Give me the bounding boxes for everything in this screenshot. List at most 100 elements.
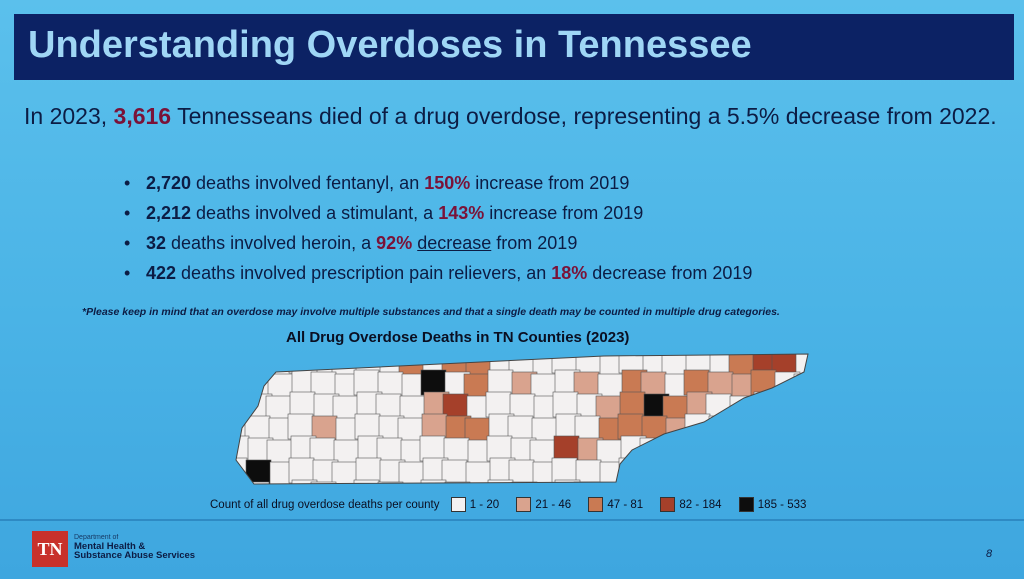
- stat-number: 422: [146, 263, 177, 283]
- county-cell: [353, 479, 380, 484]
- stat-percent: 143%: [438, 203, 485, 223]
- county-cell: [355, 457, 382, 484]
- stat-heroin: • 32 deaths involved heroin, a 92% decrea…: [124, 228, 752, 258]
- county-cell: [464, 417, 491, 444]
- lead-text-start: In 2023,: [24, 103, 114, 129]
- dept-line-2: Mental Health &: [74, 541, 146, 552]
- stat-text-end: increase from 2019: [484, 203, 644, 223]
- county-cell: [618, 457, 645, 484]
- county-cell: [708, 415, 735, 442]
- county-cell: [487, 479, 514, 484]
- county-cell: [236, 391, 249, 418]
- legend-label: Count of all drug overdose deaths per co…: [210, 498, 440, 511]
- county-cell: [553, 435, 580, 462]
- county-cell: [642, 459, 669, 484]
- legend-range: 47 - 81: [607, 498, 644, 511]
- county-cell: [552, 391, 579, 418]
- county-cell: [245, 459, 272, 484]
- stat-stimulant: • 2,212 deaths involved a stimulant, a 14…: [124, 198, 752, 228]
- county-cell: [618, 354, 645, 374]
- county-cell: [334, 483, 361, 484]
- county-cell: [401, 483, 428, 484]
- stat-text-end: decrease from 2019: [587, 263, 753, 283]
- county-cell: [728, 461, 755, 484]
- stat-percent: 150%: [424, 173, 471, 193]
- lead-total-deaths: 3,616: [113, 103, 172, 129]
- dept-line-1: Department of: [74, 534, 119, 541]
- county-cell: [771, 459, 798, 484]
- county-cell: [420, 479, 447, 484]
- county-cell: [640, 481, 667, 484]
- stat-text-end: increase from 2019: [470, 173, 630, 193]
- legend-swatch: [516, 497, 532, 512]
- page-number: 8: [986, 548, 993, 560]
- county-cell: [243, 481, 270, 484]
- county-cell: [685, 457, 712, 484]
- stat-text: deaths involved prescription pain reliev…: [176, 263, 552, 283]
- stat-number: 2,720: [146, 173, 192, 193]
- county-cell: [621, 479, 648, 484]
- county-cell: [291, 479, 318, 484]
- stat-number: 32: [146, 233, 167, 253]
- bullet-dot: •: [124, 263, 131, 283]
- legend-range: 185 - 533: [757, 498, 807, 511]
- county-cell: [288, 457, 315, 484]
- county-cell: [288, 354, 315, 374]
- county-cell: [486, 435, 513, 462]
- county-cell: [639, 437, 666, 464]
- county-cell: [685, 354, 712, 374]
- county-cell: [731, 483, 758, 484]
- county-cell: [773, 437, 800, 464]
- county-cell: [355, 354, 382, 374]
- county-cell: [749, 435, 776, 462]
- legend-swatch: [588, 497, 604, 512]
- county-cell: [597, 483, 624, 484]
- county-cell: [554, 479, 581, 484]
- stat-number: 2,212: [146, 203, 192, 223]
- county-cell: [707, 481, 734, 484]
- county-cell: [375, 393, 402, 420]
- county-cell: [551, 457, 578, 484]
- county-cell: [551, 354, 578, 374]
- tn-logo: TN: [32, 531, 68, 567]
- legend-swatch: [450, 497, 466, 512]
- county-cell: [793, 483, 808, 484]
- county-cell: [775, 415, 802, 442]
- map-title: All Drug Overdose Deaths in TN Counties …: [286, 329, 630, 346]
- county-cell: [485, 391, 512, 418]
- county-cell: [772, 393, 799, 420]
- county-cell: [709, 459, 736, 484]
- map-legend: Count of all drug overdose deaths per co…: [210, 497, 812, 515]
- department-name: Department of Mental Health & Substance …: [74, 533, 195, 560]
- county-cell: [419, 435, 446, 462]
- stat-fentanyl: • 2,720 deaths involved fentanyl, an 150%…: [124, 168, 752, 198]
- county-cell: [753, 391, 780, 418]
- county-cell: [730, 439, 757, 466]
- county-cell: [729, 395, 756, 422]
- county-cell: [664, 483, 691, 484]
- county-cell: [236, 369, 251, 396]
- legend-range: 82 - 184: [679, 498, 722, 511]
- legend-range: 21 - 46: [535, 498, 572, 511]
- legend-range: 1 - 20: [469, 498, 500, 511]
- county-cell: [487, 369, 514, 396]
- bullet-dot: •: [124, 173, 131, 193]
- lead-text-end: Tennesseans died of a drug overdose, rep…: [171, 103, 997, 129]
- dept-line-3: Substance Abuse Services: [74, 550, 196, 561]
- county-cell: [310, 481, 337, 484]
- county-cell: [420, 369, 447, 396]
- county-cell: [795, 461, 808, 484]
- county-cell: [530, 483, 557, 484]
- county-cell: [377, 481, 404, 484]
- tennessee-county-map: [235, 353, 809, 485]
- legend-swatch: [738, 497, 754, 512]
- county-cell: [236, 354, 248, 374]
- footer-divider: [0, 519, 1024, 521]
- state-outline: [235, 353, 809, 485]
- county-cell: [797, 439, 808, 466]
- stat-prescription: • 422 deaths involved prescription pain r…: [124, 258, 752, 288]
- county-cell: [683, 369, 710, 396]
- stat-text: deaths involved fentanyl, an: [191, 173, 425, 193]
- county-cell: [531, 417, 558, 444]
